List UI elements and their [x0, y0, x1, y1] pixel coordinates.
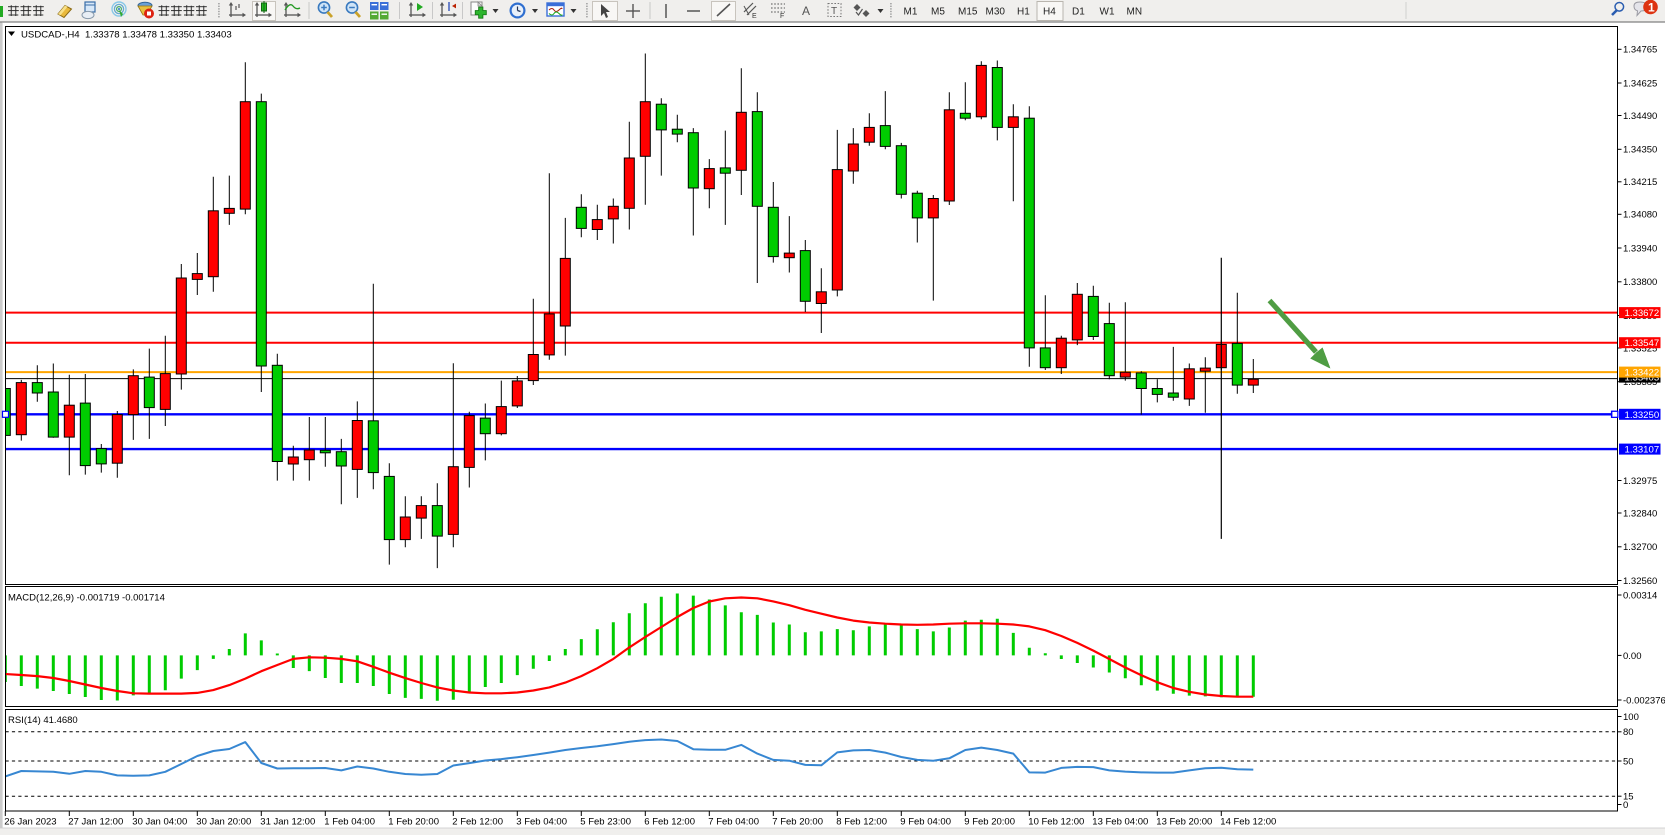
svg-text:26 Jan 2023: 26 Jan 2023	[4, 817, 56, 828]
svg-text:0: 0	[1623, 800, 1628, 811]
svg-text:27 Jan 12:00: 27 Jan 12:00	[68, 817, 123, 828]
svg-text:1.34490: 1.34490	[1623, 111, 1657, 122]
svg-text:1.33672: 1.33672	[1625, 308, 1660, 319]
svg-text:E: E	[752, 13, 757, 20]
svg-text:1.32840: 1.32840	[1623, 508, 1657, 519]
svg-text:13 Feb 20:00: 13 Feb 20:00	[1156, 817, 1212, 828]
svg-text:1.34080: 1.34080	[1623, 210, 1657, 221]
svg-text:1.33940: 1.33940	[1623, 243, 1657, 254]
svg-text:1 Feb 04:00: 1 Feb 04:00	[324, 817, 375, 828]
svg-text:1 Feb 20:00: 1 Feb 20:00	[388, 817, 439, 828]
svg-text:1.33250: 1.33250	[1625, 410, 1660, 421]
svg-text:H1: H1	[1017, 6, 1030, 17]
svg-text:80: 80	[1623, 727, 1634, 738]
svg-text:M15: M15	[958, 6, 978, 17]
svg-text:5 Feb 23:00: 5 Feb 23:00	[580, 817, 631, 828]
svg-text:7 Feb 20:00: 7 Feb 20:00	[772, 817, 823, 828]
svg-text:1.33547: 1.33547	[1625, 338, 1660, 349]
svg-text:1.32975: 1.32975	[1623, 476, 1657, 487]
svg-text:RSI(14) 41.4680: RSI(14) 41.4680	[8, 715, 78, 726]
svg-text:15: 15	[1623, 792, 1634, 803]
svg-text:1.33800: 1.33800	[1623, 277, 1657, 288]
svg-text:1.33422: 1.33422	[1625, 368, 1660, 379]
svg-text:3 Feb 04:00: 3 Feb 04:00	[516, 817, 567, 828]
svg-text:14 Feb 12:00: 14 Feb 12:00	[1220, 817, 1276, 828]
svg-text:2 Feb 12:00: 2 Feb 12:00	[452, 817, 503, 828]
svg-text:31 Jan 12:00: 31 Jan 12:00	[260, 817, 315, 828]
svg-text:F: F	[780, 13, 784, 20]
svg-text:50: 50	[1623, 756, 1634, 767]
svg-text:1.32560: 1.32560	[1623, 576, 1657, 587]
svg-text:1.34625: 1.34625	[1623, 78, 1657, 89]
svg-text:H4: H4	[1043, 6, 1056, 17]
svg-text:10 Feb 12:00: 10 Feb 12:00	[1028, 817, 1084, 828]
svg-text:30 Jan 04:00: 30 Jan 04:00	[132, 817, 187, 828]
svg-text:1.33525: 1.33525	[1623, 343, 1657, 354]
svg-text:1: 1	[1648, 1, 1655, 15]
svg-text:13 Feb 04:00: 13 Feb 04:00	[1092, 817, 1148, 828]
svg-text:MACD(12,26,9) -0.001719 -0.001: MACD(12,26,9) -0.001719 -0.001714	[8, 593, 165, 604]
svg-text:A: A	[802, 4, 810, 18]
svg-text:1.34765: 1.34765	[1623, 45, 1657, 56]
svg-text:0.00: 0.00	[1623, 651, 1642, 662]
svg-text:MN: MN	[1127, 6, 1143, 17]
svg-text:1.34215: 1.34215	[1623, 177, 1657, 188]
svg-text:M30: M30	[986, 6, 1006, 17]
svg-text:9 Feb 20:00: 9 Feb 20:00	[964, 817, 1015, 828]
svg-text:1.32700: 1.32700	[1623, 542, 1657, 553]
svg-text:100: 100	[1623, 712, 1639, 723]
svg-text:M5: M5	[931, 6, 945, 17]
svg-text:1.33107: 1.33107	[1625, 445, 1660, 456]
svg-text:30 Jan 20:00: 30 Jan 20:00	[196, 817, 251, 828]
svg-text:1.33403: 1.33403	[1625, 373, 1660, 384]
svg-text:9 Feb 04:00: 9 Feb 04:00	[900, 817, 951, 828]
svg-text:M1: M1	[904, 6, 918, 17]
svg-text:0.00314: 0.00314	[1623, 590, 1657, 601]
svg-text:D1: D1	[1072, 6, 1085, 17]
svg-text:T: T	[831, 6, 837, 17]
svg-text:7 Feb 04:00: 7 Feb 04:00	[708, 817, 759, 828]
svg-text:-0.002376: -0.002376	[1623, 695, 1665, 706]
svg-text:6 Feb 12:00: 6 Feb 12:00	[644, 817, 695, 828]
svg-text:W1: W1	[1100, 6, 1115, 17]
svg-text:1.34350: 1.34350	[1623, 145, 1657, 156]
svg-text:USDCAD-,H4 1.33378 1.33478 1.: USDCAD-,H4 1.33378 1.33478 1.33350 1.334…	[21, 29, 232, 40]
svg-text:8 Feb 12:00: 8 Feb 12:00	[836, 817, 887, 828]
